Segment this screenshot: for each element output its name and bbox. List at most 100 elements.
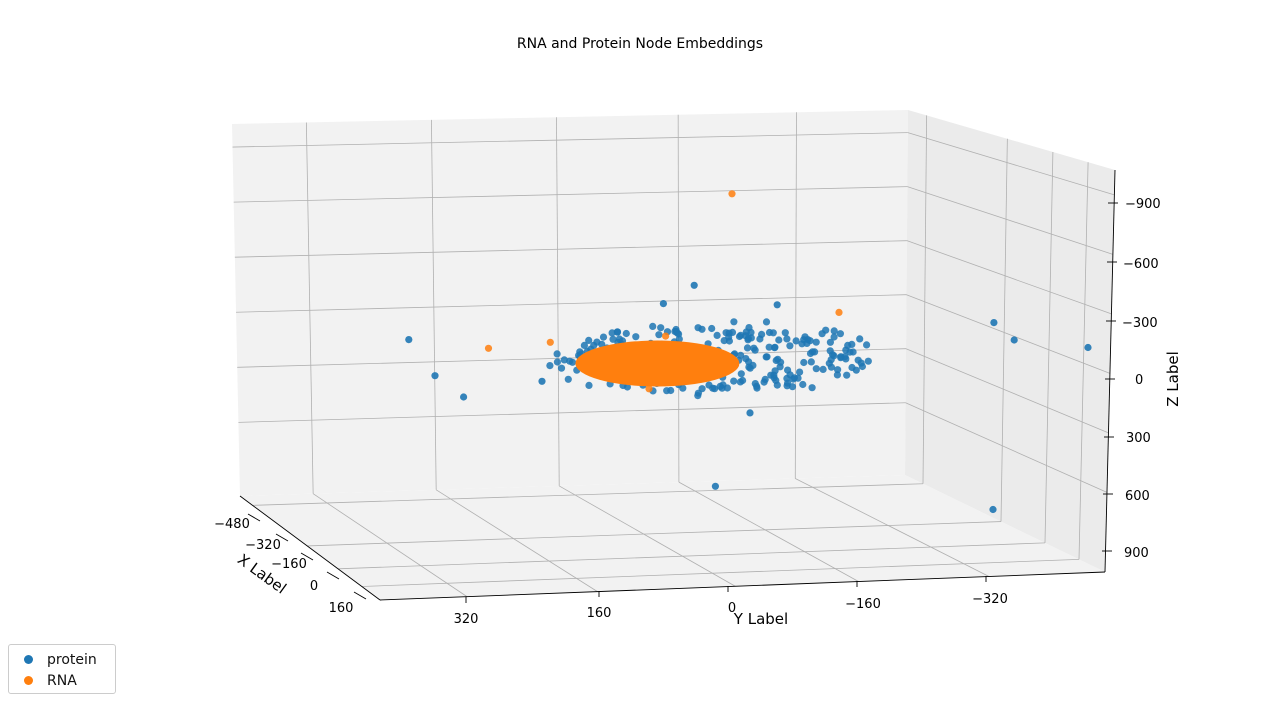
protein-point [659,300,668,308]
protein-point [808,384,816,392]
protein-point [792,337,800,345]
grid-line-z [905,402,1108,493]
legend-item-rna: RNA [17,670,107,691]
protein-point [698,325,706,333]
protein-point [657,324,665,332]
protein-point [599,333,608,341]
protein-point [725,329,733,337]
protein-point [827,356,835,364]
protein-point [796,368,804,376]
protein-point [799,380,807,389]
protein-point [723,384,732,392]
z-axis-label: Z Label [1164,351,1182,407]
protein-point [786,342,794,350]
protein-point [1084,343,1092,352]
protein-point [553,350,561,358]
protein-point [811,348,819,356]
grid-line-x [307,521,1002,547]
grid-line-z [906,240,1112,315]
grid-line-y [305,122,314,494]
protein-point [739,376,747,385]
z-tick-label: 0 [1135,373,1143,388]
protein-point [830,333,838,341]
protein-point [990,319,998,327]
grid-line-x [337,542,1046,570]
floor-pane [240,475,1105,600]
x-tick-label: 0 [310,579,318,594]
protein-point [803,339,811,347]
protein-point [705,381,713,389]
y-tick-label: 160 [587,606,612,621]
protein-point [694,392,702,400]
grid-line-z [236,294,907,313]
grid-line-y [556,117,560,486]
axis-lines [239,169,1116,601]
protein-point [770,371,778,379]
protein-point [800,358,808,367]
grid-line-z [232,132,908,148]
protein-point [989,505,997,514]
protein-point [807,358,815,366]
grid-line-y [431,119,437,490]
grid-line-z [233,186,908,203]
grid-line-z [237,348,907,368]
back-pane-left [232,110,908,496]
protein-point [431,372,439,380]
z-tick-label: −300 [1122,316,1158,331]
protein-point [863,341,871,349]
protein-point [746,409,754,417]
protein-point [711,482,720,490]
protein-point [708,324,716,333]
protein-point [538,377,546,385]
legend-label: RNA [47,672,77,689]
z-tick-label: 300 [1126,431,1151,446]
protein-point [783,382,791,390]
protein-point [818,330,826,338]
rna-point [546,338,554,346]
grid-line-y [795,478,990,577]
protein-point [856,335,864,343]
protein-point [762,318,771,326]
protein-point [812,338,820,346]
protein-point [622,329,630,338]
protein-point [827,363,836,371]
protein-point [580,341,589,349]
legend: protein RNA [8,644,116,694]
protein-point [585,336,593,344]
grid-line-z [907,186,1114,255]
protein-point [655,331,663,339]
protein-point [737,331,745,339]
data-points [405,190,1092,514]
grid-line-z [907,132,1115,196]
protein-point [711,385,719,393]
protein-point [730,318,738,326]
protein-point [786,371,794,379]
protein-point [843,371,851,379]
protein-point [745,363,753,371]
protein-point [788,383,797,391]
x-tick [275,533,289,542]
protein-point [773,301,781,309]
protein-point [826,338,835,346]
y-tick-label: −320 [972,592,1008,607]
protein-point [615,335,624,343]
grid-line-y [677,114,680,483]
protein-point [772,356,780,365]
rna-point [645,385,653,393]
protein-point [730,377,738,385]
legend-label: protein [47,651,97,668]
protein-point [560,356,568,364]
x-tick [353,591,367,600]
grid-line-y [312,493,468,597]
rna-dense-cluster [575,340,740,387]
protein-point [593,338,601,346]
x-tick-label: −160 [271,557,307,572]
protein-point [765,343,773,351]
grid-lines [232,112,1115,597]
grid-line-x [361,558,1080,587]
protein-point [673,329,681,337]
protein-point [830,327,838,335]
x-tick-label: −480 [214,517,250,532]
grid-line-y [794,112,797,479]
